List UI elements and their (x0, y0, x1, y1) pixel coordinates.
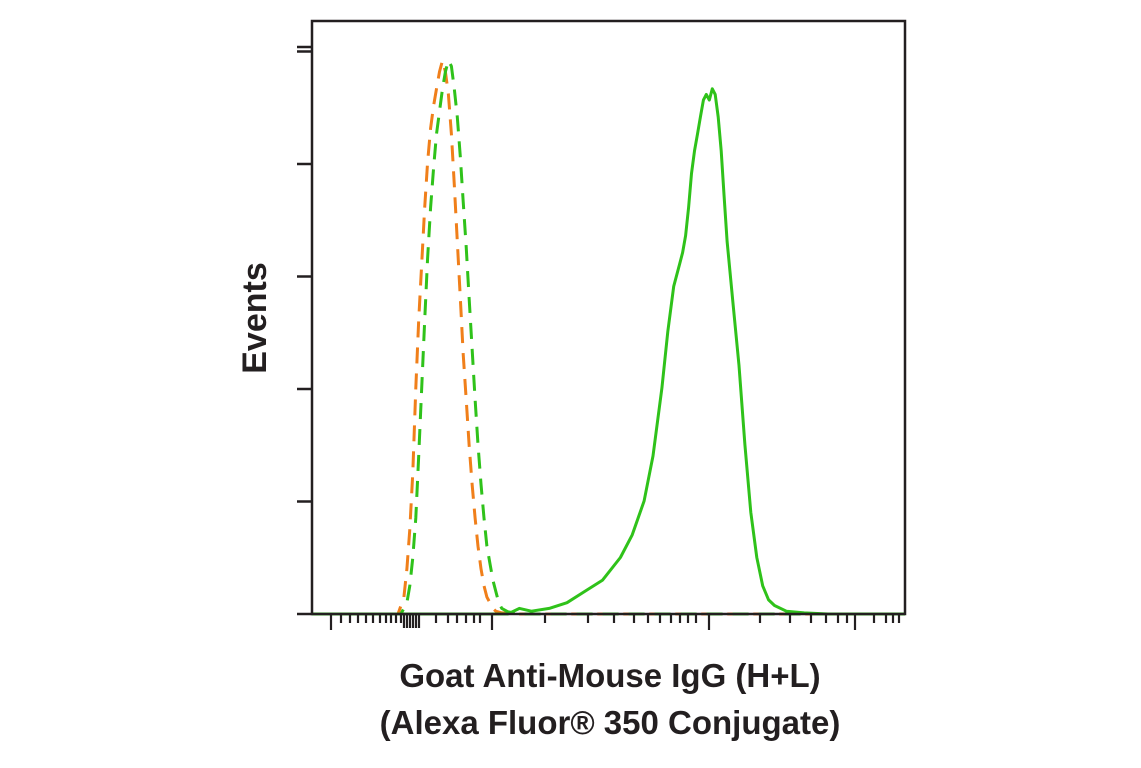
series-line-2 (312, 59, 905, 616)
series-line-3 (312, 87, 905, 616)
y-axis-label: Events (236, 262, 274, 374)
x-axis-ticks (329, 614, 901, 630)
x-axis-label-line-2: (Alexa Fluor® 350 Conjugate) (380, 704, 841, 741)
series-layer (312, 59, 905, 616)
y-axis-ticks (297, 45, 312, 616)
x-axis-label-line-1: Goat Anti-Mouse IgG (H+L) (399, 657, 820, 694)
series-line-1 (312, 59, 905, 616)
plot-frame (310, 19, 907, 616)
